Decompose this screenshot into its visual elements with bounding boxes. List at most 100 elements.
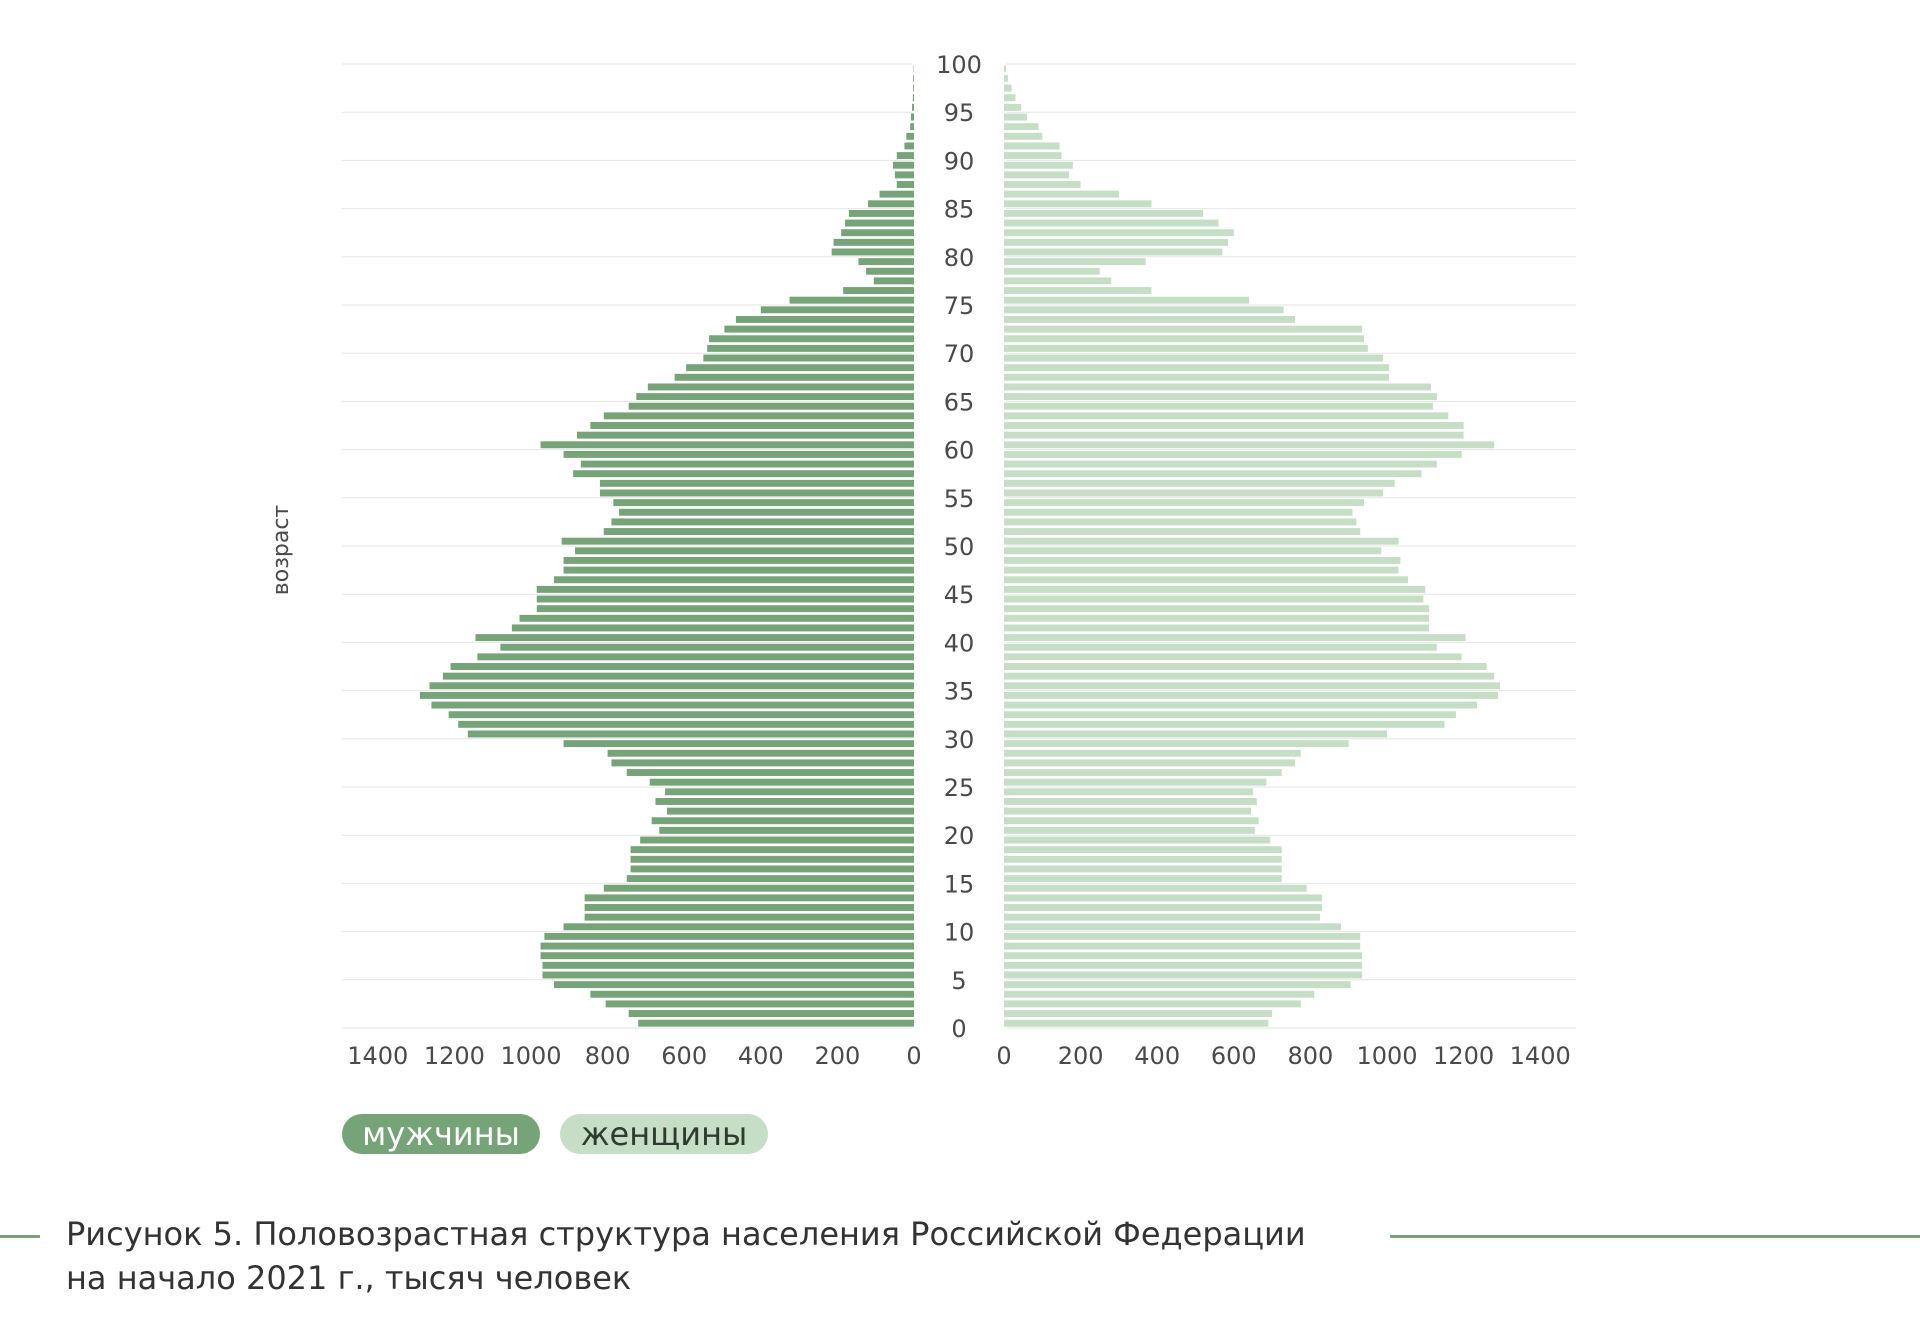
age-tick-label: 75: [944, 292, 975, 320]
bar-women-age-86: [1004, 190, 1119, 198]
bar-men-age-42: [519, 614, 914, 622]
caption-line-1: Рисунок 5. Половозрастная структура насе…: [66, 1215, 1306, 1253]
bar-men-age-0: [638, 1019, 914, 1027]
age-tick-label: 70: [944, 340, 975, 368]
bar-women-age-45: [1004, 585, 1426, 593]
bar-women-age-14: [1004, 884, 1307, 892]
bar-men-age-60: [540, 441, 914, 449]
bar-men-age-36: [442, 672, 914, 680]
bar-women-age-82: [1004, 229, 1234, 237]
bar-women-age-7: [1004, 952, 1363, 960]
age-tick-label: 10: [944, 919, 975, 947]
bar-women-age-35: [1004, 682, 1500, 690]
x-tick-label: 200: [814, 1042, 860, 1070]
y-axis-label: возраст: [269, 505, 294, 596]
bar-women-age-85: [1004, 200, 1152, 208]
bar-men-age-26: [626, 769, 914, 777]
bar-men-age-22: [666, 807, 914, 815]
bar-men-age-21: [651, 817, 914, 825]
bar-men-age-8: [540, 942, 914, 950]
age-tick-label: 50: [944, 533, 975, 561]
bar-women-age-96: [1004, 94, 1016, 102]
bar-men-age-86: [879, 190, 914, 198]
age-tick-label: 15: [944, 870, 975, 898]
bar-men-age-6: [542, 961, 914, 969]
x-axis-left: 1400 1200 1000 800 600 400 200 0: [347, 1042, 921, 1070]
bar-men-age-62: [590, 422, 914, 429]
bar-men-age-14: [603, 884, 914, 892]
bar-women-age-34: [1004, 691, 1499, 699]
bar-men-age-52: [611, 518, 914, 526]
bar-women-age-22: [1004, 807, 1252, 815]
bar-women-age-4: [1004, 981, 1351, 989]
bar-men-age-46: [553, 576, 914, 584]
age-tick-label: 80: [944, 244, 975, 272]
bar-men-age-16: [630, 865, 914, 873]
x-tick-label: 0: [996, 1042, 1011, 1070]
bar-women-age-39: [1004, 643, 1437, 651]
bar-men-age-39: [500, 643, 914, 651]
bar-women-age-57: [1004, 470, 1422, 478]
x-tick-label: 600: [661, 1042, 707, 1070]
x-tick-label: 400: [738, 1042, 784, 1070]
caption-rule-left: [0, 1235, 40, 1238]
bar-women-age-52: [1004, 518, 1357, 526]
age-tick-label: 60: [944, 437, 975, 465]
bar-men-age-51: [603, 528, 914, 536]
bar-men-age-30: [467, 730, 914, 738]
bar-men-age-96: [912, 94, 914, 102]
bar-men-age-12: [584, 904, 914, 911]
bar-men-age-3: [590, 990, 914, 998]
bar-women-age-31: [1004, 720, 1445, 728]
bar-women-age-53: [1004, 508, 1353, 516]
bar-women-age-65: [1004, 393, 1437, 401]
bar-women-age-79: [1004, 258, 1146, 266]
bar-men-age-11: [584, 913, 914, 921]
bar-women-age-37: [1004, 663, 1487, 670]
bar-men-age-59: [563, 450, 914, 458]
bar-men-age-70: [707, 344, 914, 352]
bar-men-age-19: [640, 836, 914, 844]
bar-women-age-17: [1004, 855, 1282, 863]
bar-men-age-64: [628, 402, 914, 410]
age-tick-label: 45: [944, 581, 975, 609]
bar-women-age-41: [1004, 624, 1430, 632]
age-tick-label: 0: [951, 1015, 966, 1043]
bar-men-age-54: [613, 499, 914, 507]
bar-men-age-31: [458, 720, 914, 728]
bar-men-age-38: [477, 653, 914, 661]
bar-men-age-88: [894, 171, 914, 179]
bar-women-age-55: [1004, 489, 1384, 497]
x-tick-label: 1000: [1356, 1042, 1417, 1070]
bar-women-age-70: [1004, 344, 1368, 352]
age-tick-label: 100: [936, 51, 982, 79]
age-tick-label: 90: [944, 147, 975, 175]
x-tick-label: 800: [1287, 1042, 1333, 1070]
bar-women-age-90: [1004, 152, 1062, 160]
age-tick-label: 30: [944, 726, 975, 754]
bar-women-age-81: [1004, 238, 1229, 246]
bar-men-age-90: [896, 152, 914, 160]
age-tick-label: 40: [944, 629, 975, 657]
bar-women-age-58: [1004, 460, 1437, 468]
bar-men-age-7: [540, 952, 914, 960]
bar-women-age-33: [1004, 701, 1478, 709]
age-tick-label: 85: [944, 196, 975, 224]
bar-women-age-64: [1004, 402, 1433, 410]
bar-men-age-27: [611, 759, 914, 767]
bar-men-age-48: [563, 556, 914, 564]
bar-women-age-73: [1004, 315, 1296, 323]
bar-women-age-44: [1004, 595, 1424, 603]
bar-women-age-26: [1004, 769, 1282, 777]
bar-men-age-53: [619, 508, 914, 516]
bar-men-age-1: [628, 1010, 914, 1018]
bar-men-age-87: [896, 181, 914, 188]
gridlines: [342, 63, 1576, 1029]
bar-women-age-80: [1004, 248, 1223, 256]
bar-women-age-40: [1004, 634, 1466, 642]
age-tick-label: 95: [944, 99, 975, 127]
bar-women-age-48: [1004, 556, 1401, 564]
bar-men-age-58: [580, 460, 914, 468]
x-tick-label: 1400: [347, 1042, 408, 1070]
bar-men-age-69: [703, 354, 914, 362]
